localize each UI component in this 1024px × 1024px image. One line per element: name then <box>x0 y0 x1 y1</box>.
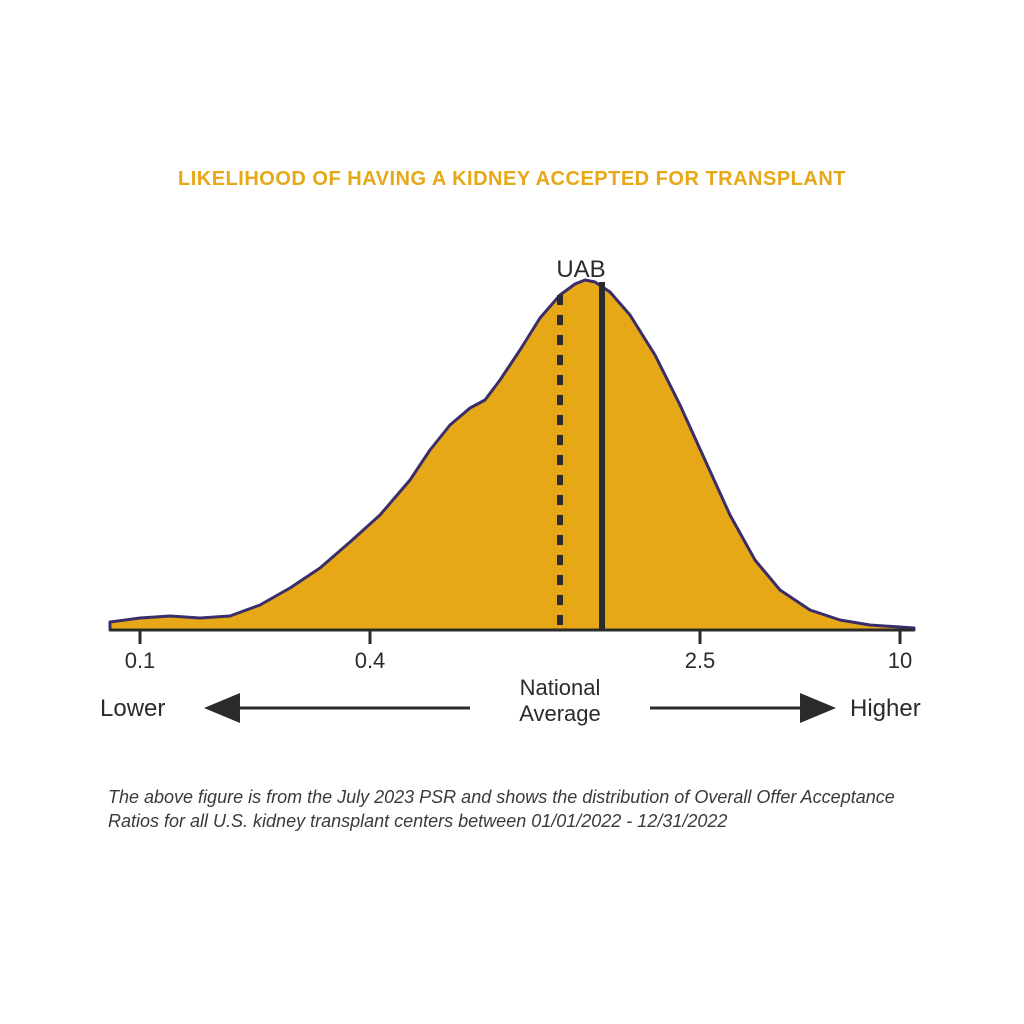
national-average-label: National <box>520 675 601 700</box>
chart-title: LIKELIHOOD OF HAVING A KIDNEY ACCEPTED F… <box>0 168 1024 191</box>
x-tick-label: 2.5 <box>685 648 716 673</box>
chart-caption: The above figure is from the July 2023 P… <box>108 785 920 834</box>
density-chart: 0.1 0.4 2.5 10 UAB NationalAverage Lower Higher <box>80 260 944 760</box>
x-tick-label: 0.1 <box>125 648 156 673</box>
x-tick-label: 10 <box>888 648 912 673</box>
lower-label: Lower <box>100 695 165 722</box>
density-area <box>110 280 914 630</box>
higher-label: Higher <box>850 695 921 722</box>
x-tick-label: 0.4 <box>355 648 386 673</box>
national-average-label: Average <box>519 701 601 726</box>
uab-label: UAB <box>556 260 605 283</box>
figure-container: LIKELIHOOD OF HAVING A KIDNEY ACCEPTED F… <box>0 0 1024 1024</box>
